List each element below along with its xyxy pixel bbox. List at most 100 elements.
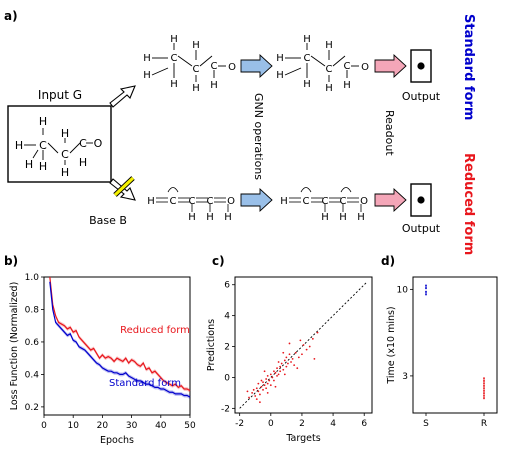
time-chart: S R 3 10 Time (x10 mins) [386, 276, 498, 429]
gnn-label: GNN operations [252, 93, 265, 180]
svg-text:H: H [206, 212, 214, 223]
scatter-point [313, 358, 316, 360]
scatter-point [277, 361, 280, 363]
time-point-R [483, 387, 485, 390]
scatter-point [266, 375, 269, 377]
svg-text:H: H [339, 212, 347, 223]
svg-text:C: C [171, 53, 178, 64]
scatter-point [260, 379, 263, 382]
scatter-x-tick-label: 4 [330, 419, 336, 429]
scatter-point [268, 379, 271, 382]
svg-text:C: C [304, 53, 311, 64]
scatter-point [246, 390, 249, 393]
scatter-y-tick-label: 2 [224, 343, 230, 353]
panel-label-c: c) [212, 254, 225, 268]
scatter-point [285, 356, 288, 359]
scatter-point [260, 385, 263, 388]
scatter-point [248, 396, 250, 399]
scatter-y-tick-label: 6 [224, 281, 230, 291]
svg-text:C: C [39, 139, 47, 152]
scatter-point [279, 370, 282, 373]
scatter-point [269, 373, 272, 376]
scatter-point [255, 398, 258, 400]
scatter-x-tick-label: 0 [268, 419, 274, 429]
input-molecule: H H C H H H C H C O H [15, 115, 103, 179]
output-dot-top [417, 62, 425, 70]
svg-text:O: O [228, 62, 236, 73]
scatter-point [274, 385, 277, 388]
time-point-S [425, 290, 427, 293]
time-point-R [483, 377, 485, 380]
scatter-point [280, 362, 283, 365]
scatter-point [266, 382, 269, 385]
legend-reduced-form: Reduced form [120, 325, 190, 336]
svg-text:H: H [210, 80, 218, 91]
scatter-point [257, 390, 260, 393]
scatter-point [279, 365, 282, 368]
loss-y-tick-label: 0.6 [25, 338, 40, 348]
time-point-R [483, 384, 485, 387]
scatter-point [276, 367, 278, 370]
loss-x-tick-label: 50 [184, 421, 196, 431]
svg-text:H: H [79, 156, 87, 169]
svg-text:H: H [143, 70, 151, 81]
scatter-point [285, 365, 288, 368]
scatter-point [296, 367, 299, 370]
scatter-point [263, 370, 266, 373]
svg-text:H: H [192, 40, 200, 51]
scatter-point [283, 359, 286, 362]
svg-text:C: C [303, 196, 310, 207]
input-label: Input G [38, 88, 82, 102]
svg-text:H: H [325, 40, 333, 51]
svg-text:H: H [188, 212, 196, 223]
svg-text:H: H [39, 115, 47, 128]
output-dot-bottom [417, 196, 425, 204]
time-plot-frame [412, 276, 498, 414]
scatter-y-tick-label: -2 [221, 404, 230, 414]
scatter-point [273, 379, 275, 382]
loss-x-tick-label: 10 [67, 421, 79, 431]
reduced-form-label: Reduced form [461, 153, 476, 255]
scatter-point [288, 353, 291, 356]
svg-text:H: H [303, 79, 311, 90]
time-x-tick-label: S [423, 419, 429, 429]
scatter-x-axis-label: Targets [285, 433, 320, 444]
legend-standard-form: Standard form [109, 378, 181, 389]
scatter-point [266, 392, 269, 394]
loss-x-tick-label: 40 [155, 421, 167, 431]
svg-text:H: H [357, 212, 365, 223]
time-point-S [425, 293, 427, 296]
scatter-point [293, 364, 296, 366]
svg-text:H: H [276, 70, 284, 81]
scatter-point [269, 384, 272, 387]
output-label-bottom: Output [402, 222, 441, 235]
svg-text:H: H [39, 160, 47, 173]
standard-form-label: Standard form [461, 14, 476, 120]
svg-text:C: C [211, 61, 218, 72]
arrow-to-standard [109, 85, 136, 108]
scatter-point [291, 358, 294, 360]
scatter-point [257, 382, 260, 385]
time-point-R [483, 394, 485, 397]
time-x-tick-label: R [481, 419, 487, 429]
scatter-point [251, 392, 254, 394]
scatter-y-tick-label: 4 [224, 312, 230, 322]
svg-text:C: C [322, 196, 329, 207]
loss-chart: 0 10 20 30 40 50 0.2 0.4 0.6 0.8 1.0 Reduced form St… [9, 273, 196, 446]
scatter-point [305, 348, 308, 351]
scatter-point [265, 387, 268, 390]
svg-text:H: H [192, 83, 200, 94]
scatter-point [265, 378, 268, 380]
svg-text:O: O [94, 137, 103, 150]
scatter-point [263, 384, 266, 387]
scatter-point [282, 368, 285, 371]
scatter-point [276, 375, 278, 377]
scatter-point [254, 395, 257, 397]
svg-text:H: H [343, 80, 351, 91]
time-y-tick-label: 3 [402, 372, 408, 382]
scatter-point [259, 393, 261, 396]
scatter-point [308, 345, 311, 348]
scatter-point [311, 337, 314, 340]
